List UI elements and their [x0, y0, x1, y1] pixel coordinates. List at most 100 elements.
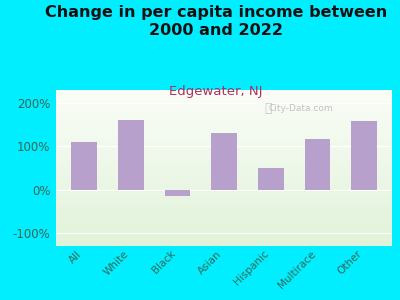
Bar — [56, 221, 392, 223]
Bar — [56, 163, 392, 165]
Bar — [56, 243, 392, 244]
Bar — [164, 190, 190, 196]
Bar — [56, 241, 392, 243]
Bar — [56, 112, 392, 113]
Bar — [56, 213, 392, 215]
Bar — [56, 216, 392, 218]
Bar — [56, 218, 392, 220]
Bar — [56, 169, 392, 171]
Bar — [56, 240, 392, 241]
Bar — [56, 99, 392, 101]
Bar — [56, 116, 392, 118]
Bar — [56, 129, 392, 130]
Bar — [56, 143, 392, 145]
Bar — [56, 151, 392, 152]
Bar — [56, 140, 392, 142]
Bar — [56, 120, 392, 121]
Bar — [56, 137, 392, 138]
Bar — [56, 162, 392, 163]
Bar — [56, 208, 392, 210]
Bar — [56, 179, 392, 181]
Bar — [56, 146, 392, 148]
Bar — [56, 113, 392, 115]
Bar — [56, 93, 392, 95]
Bar — [56, 124, 392, 126]
Bar — [56, 128, 392, 129]
Text: ⌕: ⌕ — [264, 102, 272, 115]
Bar — [56, 190, 392, 191]
Bar — [56, 207, 392, 208]
Bar — [56, 142, 392, 143]
Bar — [56, 193, 392, 194]
Bar — [56, 188, 392, 190]
Text: Change in per capita income between
2000 and 2022: Change in per capita income between 2000… — [45, 4, 387, 38]
Bar — [56, 185, 392, 187]
Bar — [56, 121, 392, 123]
Bar — [56, 98, 392, 99]
Bar — [56, 135, 392, 137]
Bar — [56, 173, 392, 174]
Bar — [56, 138, 392, 140]
Bar — [56, 202, 392, 204]
Bar — [56, 101, 392, 103]
Bar — [56, 233, 392, 235]
Bar — [56, 149, 392, 151]
Bar — [56, 152, 392, 154]
Bar — [56, 96, 392, 98]
Bar — [56, 109, 392, 110]
Bar — [56, 232, 392, 233]
Bar — [56, 90, 392, 92]
Bar — [56, 212, 392, 213]
Bar — [56, 159, 392, 160]
Bar — [56, 196, 392, 198]
Bar — [56, 115, 392, 116]
Bar — [56, 227, 392, 229]
Bar — [56, 182, 392, 184]
Bar — [56, 134, 392, 135]
Bar — [56, 171, 392, 173]
Bar — [56, 154, 392, 155]
Bar — [56, 210, 392, 212]
Bar — [56, 199, 392, 201]
Bar — [56, 237, 392, 238]
Bar — [56, 229, 392, 230]
Bar — [56, 238, 392, 240]
Bar — [56, 206, 392, 207]
Bar — [56, 194, 392, 196]
Bar — [56, 110, 392, 112]
Bar — [56, 244, 392, 246]
Bar — [304, 139, 330, 190]
Bar — [56, 224, 392, 226]
Bar — [211, 133, 237, 190]
Bar — [56, 230, 392, 232]
Bar — [56, 176, 392, 177]
Bar — [56, 95, 392, 96]
Bar — [56, 168, 392, 170]
Bar — [56, 148, 392, 149]
Text: City-Data.com: City-Data.com — [269, 104, 334, 113]
Bar — [56, 184, 392, 185]
Bar — [56, 215, 392, 216]
Bar — [56, 145, 392, 146]
Bar — [56, 181, 392, 182]
Bar — [56, 165, 392, 166]
Text: Edgewater, NJ: Edgewater, NJ — [169, 85, 263, 98]
Bar — [258, 168, 284, 190]
Bar — [56, 155, 392, 157]
Bar — [56, 130, 392, 132]
Bar — [56, 106, 392, 107]
Bar — [56, 92, 392, 93]
Bar — [56, 201, 392, 202]
Bar — [56, 123, 392, 124]
Bar — [118, 120, 144, 190]
Bar — [56, 204, 392, 206]
Bar — [56, 160, 392, 162]
Bar — [56, 118, 392, 120]
Bar — [56, 191, 392, 193]
Bar — [56, 177, 392, 179]
Bar — [56, 235, 392, 237]
Bar — [56, 198, 392, 199]
Bar — [71, 142, 97, 190]
Bar — [56, 220, 392, 221]
Bar — [56, 104, 392, 106]
